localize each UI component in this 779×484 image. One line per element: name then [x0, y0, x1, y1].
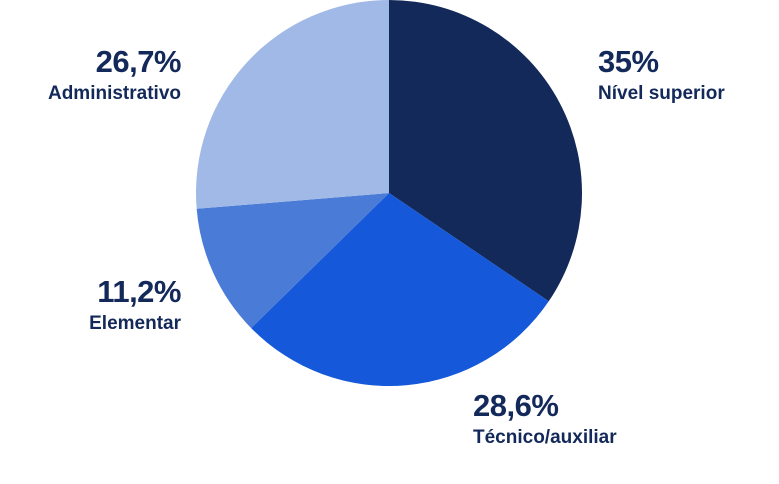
slice-value-administrativo: 26,7% — [95, 44, 182, 79]
slice-name-administrativo: Administrativo — [47, 83, 181, 104]
slice-value-tecnico-auxiliar: 28,6% — [473, 388, 559, 423]
pie-slice-administrativo — [196, 0, 389, 209]
slice-value-nivel-superior: 35% — [598, 44, 659, 79]
slice-name-nivel-superior: Nível superior — [598, 83, 725, 104]
slice-name-elementar: Elementar — [89, 313, 181, 334]
pie-slice-elementar — [196, 193, 389, 329]
pie-slices — [196, 0, 582, 386]
slice-label-nivel-superior: 35% Nível superior — [598, 44, 725, 106]
slice-name-tecnico-auxiliar: Técnico/auxiliar — [473, 427, 617, 448]
pie-slice-tecnico-auxiliar — [251, 193, 549, 386]
pie-slice-nivel-superior — [389, 0, 582, 302]
slice-label-elementar: 11,2% Elementar — [89, 274, 181, 336]
slice-label-administrativo: 26,7% Administrativo — [47, 44, 182, 106]
slice-label-tecnico-auxiliar: 28,6% Técnico/auxiliar — [473, 388, 617, 450]
slice-value-elementar: 11,2% — [97, 274, 181, 309]
